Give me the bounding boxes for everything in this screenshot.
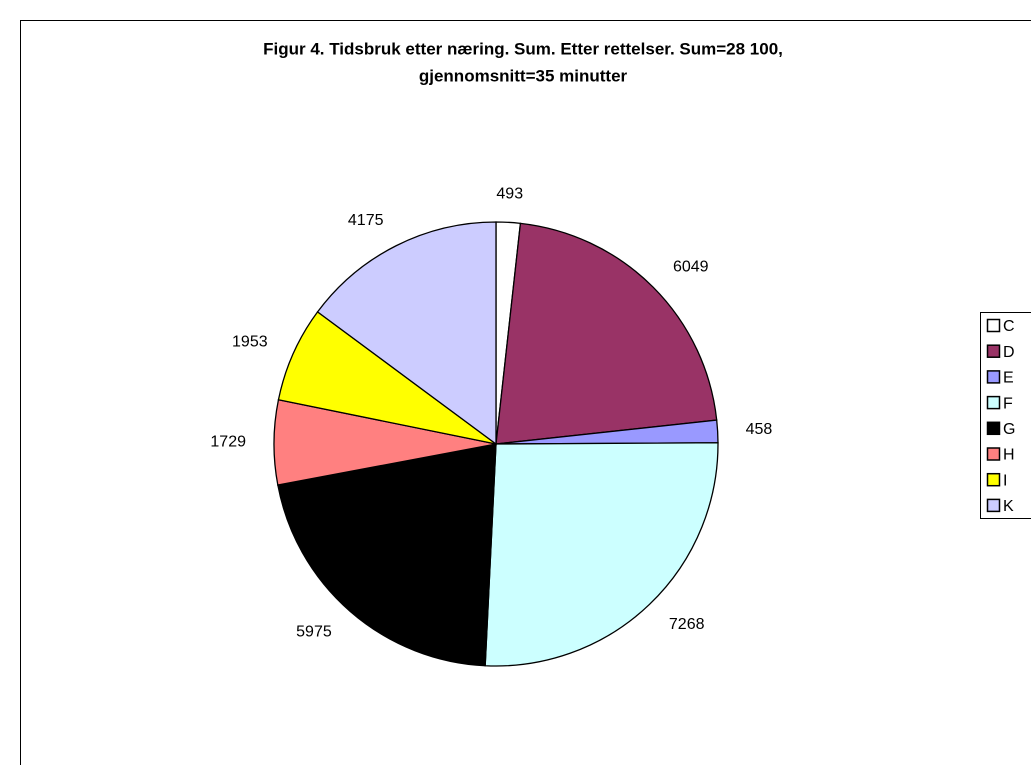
data-label: 5975 <box>296 624 332 641</box>
pie-slice <box>484 442 719 667</box>
pie-slice <box>495 222 718 445</box>
chart-title: gjennomsnitt=35 minutter <box>419 66 628 85</box>
legend-label: K <box>1003 498 1014 515</box>
legend-swatch <box>986 344 1001 358</box>
data-label: 6049 <box>673 259 709 276</box>
legend-swatch <box>986 318 1001 333</box>
data-label: 458 <box>746 421 773 438</box>
data-label: 493 <box>496 186 523 203</box>
legend-label: G <box>1003 421 1015 438</box>
data-label: 1729 <box>210 433 246 450</box>
legend-swatch <box>986 472 1001 487</box>
pie-slice <box>316 221 497 446</box>
data-label: 1953 <box>232 334 268 351</box>
legend-label: H <box>1003 447 1015 464</box>
legend-swatch <box>986 370 1001 384</box>
legend-swatch <box>986 447 1001 461</box>
legend-label: F <box>1003 395 1013 412</box>
pie-slice <box>277 443 497 667</box>
chart-title: Figur 4. Tidsbruk etter næring. Sum. Ett… <box>263 39 783 58</box>
legend-label: D <box>1003 344 1015 361</box>
legend-label: C <box>1003 318 1015 335</box>
legend-label: I <box>1003 472 1007 489</box>
data-label: 7268 <box>669 616 705 633</box>
legend-swatch <box>986 421 1001 436</box>
legend-label: E <box>1003 370 1014 387</box>
legend-swatch <box>986 395 1001 410</box>
legend-swatch <box>986 498 1001 513</box>
data-label: 4175 <box>348 212 384 229</box>
